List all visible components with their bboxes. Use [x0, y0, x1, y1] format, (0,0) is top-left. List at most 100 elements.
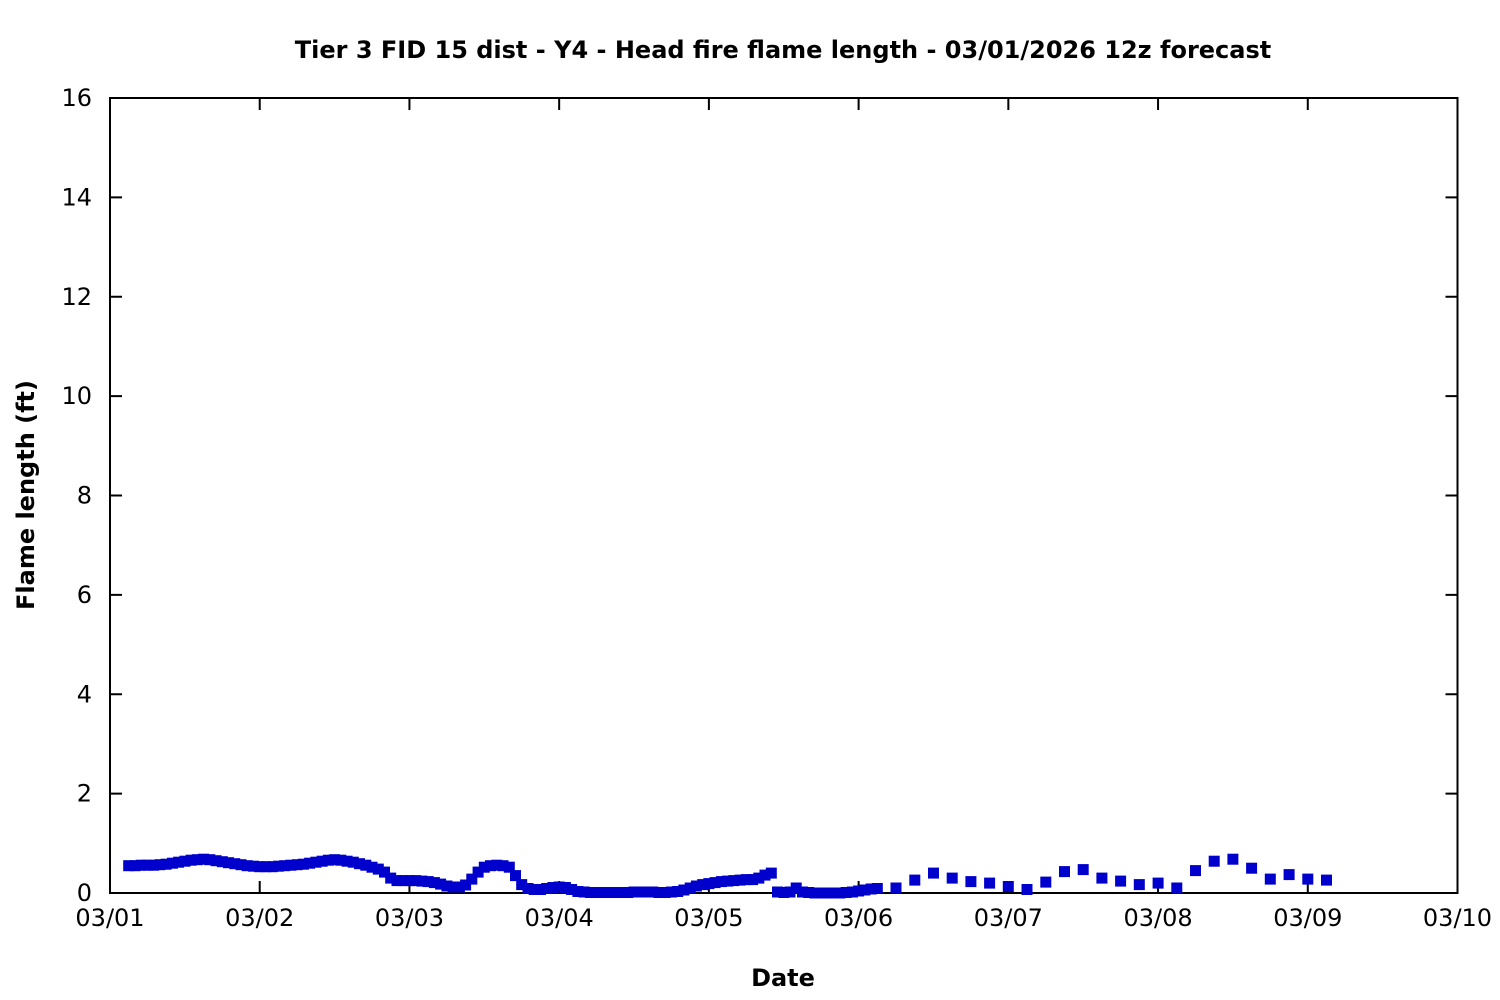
data-point: [503, 861, 515, 873]
data-point: [279, 860, 291, 872]
data-point: [1208, 855, 1220, 867]
data-point: [821, 887, 833, 899]
data-point: [223, 857, 234, 869]
data-point: [1059, 866, 1070, 878]
data-point: [666, 886, 677, 898]
data-point: [1021, 884, 1033, 895]
plot-border: [109, 97, 1459, 894]
data-point: [859, 884, 871, 896]
data-point: [1133, 879, 1145, 891]
data-point: [291, 859, 303, 871]
data-point: [241, 860, 253, 872]
data-point: [1264, 873, 1276, 885]
data-point: [566, 884, 578, 895]
data-point: [890, 882, 902, 894]
data-point: [416, 875, 428, 887]
data-point: [790, 882, 802, 894]
data-point: [522, 883, 534, 894]
data-point: [135, 859, 147, 871]
chart-title: Tier 3 FID 15 dist - Y4 - Head fire flam…: [295, 36, 1271, 64]
x-tick-label: 03/01: [75, 904, 144, 932]
y-tick-label: 16: [61, 84, 92, 112]
x-tick-label: 03/08: [1123, 904, 1192, 932]
data-point: [510, 870, 521, 882]
data-point: [778, 887, 790, 898]
data-point: [173, 856, 185, 868]
data-point: [379, 866, 390, 878]
y-tick-label: 0: [77, 879, 92, 907]
data-point: [285, 859, 297, 871]
data-point: [541, 883, 553, 894]
data-point: [141, 859, 153, 871]
x-tick-label: 03/02: [225, 904, 294, 932]
data-point: [154, 859, 166, 871]
y-tick-label: 6: [77, 581, 92, 609]
data-point: [391, 875, 403, 887]
data-point: [965, 876, 977, 888]
data-point: [179, 855, 191, 867]
x-tick-label: 03/05: [674, 904, 743, 932]
data-point: [597, 887, 609, 898]
data-point: [1302, 873, 1314, 885]
data-point: [210, 855, 222, 867]
data-point: [759, 869, 771, 881]
data-point: [553, 881, 565, 893]
data-point: [360, 859, 372, 871]
data-point: [1152, 877, 1164, 889]
data-point: [772, 886, 783, 898]
data-point: [871, 883, 883, 894]
data-point: [129, 860, 141, 872]
data-point: [453, 881, 465, 893]
data-point: [166, 857, 178, 869]
data-point: [559, 882, 571, 893]
data-point: [497, 860, 509, 872]
data-point: [690, 880, 702, 892]
data-point: [322, 854, 334, 866]
data-point: [946, 872, 958, 884]
y-tick-label: 10: [61, 382, 92, 410]
data-point: [572, 886, 584, 897]
data-point: [447, 881, 459, 893]
data-point: [734, 874, 746, 886]
data-point: [909, 874, 921, 886]
data-point: [260, 861, 272, 873]
data-point: [846, 886, 858, 898]
x-tick-label: 03/04: [525, 904, 594, 932]
y-tick-label: 8: [77, 482, 92, 510]
data-point: [684, 882, 696, 894]
data-point: [797, 886, 808, 898]
data-points-layer: [123, 853, 1332, 899]
data-point: [216, 856, 228, 868]
data-point: [815, 887, 827, 899]
data-point: [185, 854, 197, 866]
data-point: [865, 883, 877, 895]
data-point: [347, 856, 359, 868]
data-point: [1171, 882, 1183, 894]
data-point: [123, 860, 135, 872]
data-point: [516, 879, 528, 891]
y-tick-label: 2: [77, 780, 92, 808]
y-tick-label: 12: [61, 283, 92, 311]
data-point: [1096, 872, 1108, 884]
x-axis-label: Date: [751, 964, 815, 992]
data-point: [616, 887, 628, 898]
data-point: [803, 887, 815, 898]
axes-layer: 03/01 03/02 03/03 03/04 03/05 03/06 03/07 03/08…: [61, 84, 1492, 932]
y-axis-label: Flame length (ft): [12, 380, 40, 610]
y-tick-label: 14: [61, 183, 92, 211]
data-point: [272, 860, 284, 872]
data-point: [1227, 853, 1239, 865]
data-point: [647, 886, 659, 898]
data-point: [422, 876, 434, 888]
data-point: [304, 857, 316, 869]
data-point: [297, 858, 309, 870]
data-point: [491, 859, 503, 871]
data-point: [784, 886, 796, 898]
data-point: [310, 856, 322, 868]
data-point: [248, 860, 259, 872]
data-point: [385, 872, 397, 884]
data-point: [659, 887, 671, 898]
data-point: [641, 886, 652, 898]
